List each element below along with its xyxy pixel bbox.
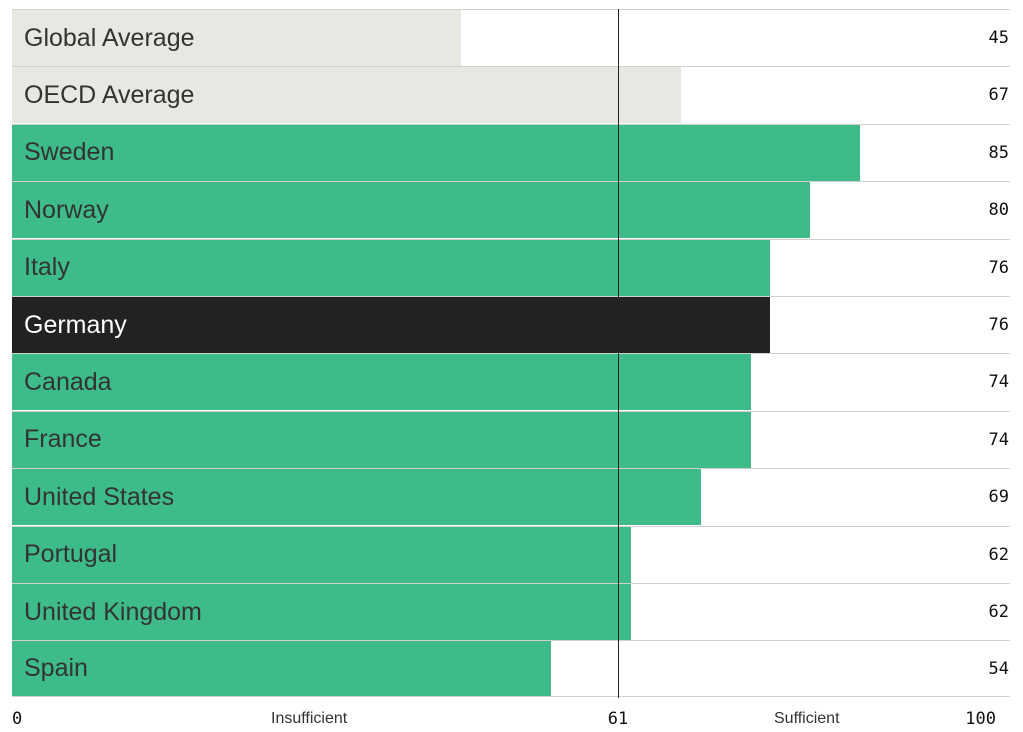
bar-label: OECD Average bbox=[24, 80, 195, 109]
bar bbox=[12, 182, 811, 239]
bar-label: Global Average bbox=[24, 23, 195, 52]
bar-row: Spain 54 bbox=[12, 640, 1010, 698]
axis-max-label: 100 bbox=[965, 709, 996, 729]
bar bbox=[12, 469, 701, 526]
bar-row: Sweden 85 bbox=[12, 123, 1010, 181]
bar-label: Norway bbox=[24, 195, 109, 224]
bar-row: OECD Average 67 bbox=[12, 66, 1010, 124]
axis-sufficient-label: Sufficient bbox=[774, 710, 840, 727]
bar-row: Portugal 62 bbox=[12, 525, 1010, 583]
bar-row: United Kingdom 62 bbox=[12, 583, 1010, 640]
bar-value: 69 bbox=[988, 487, 1009, 508]
bar bbox=[12, 297, 771, 353]
axis-min-label: 0 bbox=[12, 709, 23, 729]
bar bbox=[12, 124, 861, 181]
bar-value: 67 bbox=[988, 85, 1009, 106]
bar-row: United States 69 bbox=[12, 468, 1010, 526]
bar-label: Canada bbox=[24, 367, 112, 396]
bar-value: 54 bbox=[988, 658, 1009, 679]
bar-value: 74 bbox=[988, 372, 1009, 393]
bar bbox=[12, 526, 631, 583]
bar-label: Portugal bbox=[24, 540, 118, 569]
bar-row: Germany 76 bbox=[12, 296, 1010, 353]
bar-value: 85 bbox=[988, 142, 1009, 163]
bar-value: 74 bbox=[988, 429, 1009, 450]
bar-label: Spain bbox=[24, 654, 88, 683]
bar bbox=[12, 411, 751, 468]
bar-value: 76 bbox=[988, 257, 1009, 278]
bar-label: Italy bbox=[24, 253, 70, 282]
bar bbox=[12, 10, 462, 66]
bar-row: Norway 80 bbox=[12, 181, 1010, 239]
bar-label: Germany bbox=[24, 310, 127, 339]
reference-value-label: 61 bbox=[607, 709, 629, 729]
bar-label: United States bbox=[24, 482, 175, 511]
bar-label: United Kingdom bbox=[24, 597, 202, 626]
bar-value: 62 bbox=[988, 544, 1009, 565]
bar-value: 45 bbox=[988, 28, 1009, 48]
bar bbox=[12, 584, 631, 640]
bar-row: Global Average 45 bbox=[12, 9, 1010, 66]
bar-value: 76 bbox=[988, 315, 1009, 335]
bar bbox=[12, 641, 551, 697]
bar-value: 62 bbox=[988, 602, 1009, 622]
bar-label: Sweden bbox=[24, 138, 115, 167]
bar-row: Italy 76 bbox=[12, 238, 1010, 296]
bar-label: France bbox=[24, 425, 102, 454]
bar-row: Canada 74 bbox=[12, 353, 1010, 411]
axis-insufficient-label: Insufficient bbox=[271, 710, 348, 727]
bar bbox=[12, 239, 771, 296]
reference-line bbox=[617, 9, 619, 698]
bar bbox=[12, 354, 751, 411]
bar-value: 80 bbox=[988, 200, 1009, 221]
bar-row: France 74 bbox=[12, 410, 1010, 468]
bar bbox=[12, 67, 681, 124]
